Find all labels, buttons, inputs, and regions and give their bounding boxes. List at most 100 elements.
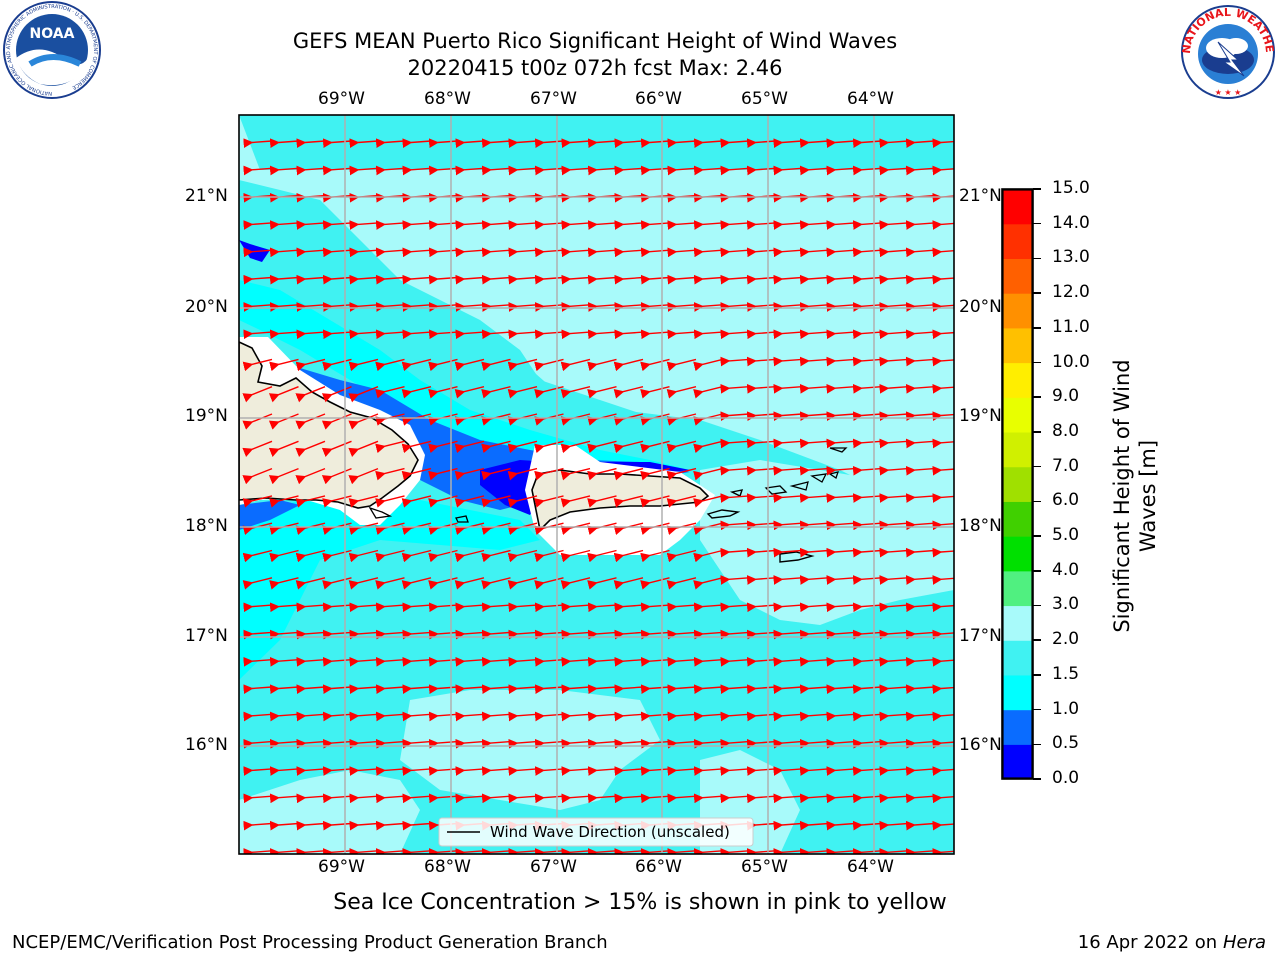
wave-direction-arrow bbox=[826, 302, 856, 312]
colorbar-tick-mark bbox=[1033, 535, 1041, 537]
wave-direction-arrow bbox=[508, 138, 538, 149]
wave-direction-arrow bbox=[375, 247, 405, 258]
wave-direction-arrow bbox=[428, 684, 458, 695]
wave-direction-arrow bbox=[852, 274, 882, 285]
wave-direction-arrow bbox=[879, 848, 909, 854]
wave-direction-arrow bbox=[614, 329, 644, 340]
wave-direction-arrow bbox=[614, 711, 644, 722]
wave-direction-arrow bbox=[879, 493, 909, 503]
wave-direction-arrow bbox=[349, 220, 379, 230]
wave-direction-arrow bbox=[720, 329, 750, 340]
lon-tick-top-69w: 69°W bbox=[318, 89, 365, 109]
wave-direction-arrow bbox=[799, 383, 829, 394]
wave-direction-arrow bbox=[640, 495, 670, 508]
wave-direction-arrow bbox=[905, 465, 935, 476]
wave-direction-arrow bbox=[428, 766, 458, 776]
land-vieques bbox=[706, 509, 741, 519]
wave-direction-arrow bbox=[243, 274, 273, 285]
wave-direction-arrow bbox=[587, 440, 617, 454]
colorbar-tick-mark bbox=[1033, 292, 1041, 294]
wave-direction-arrow bbox=[587, 247, 617, 258]
wave-direction-arrow bbox=[746, 820, 776, 831]
wave-direction-arrow bbox=[269, 220, 299, 230]
wave-direction-arrow bbox=[508, 302, 538, 312]
wave-direction-arrow bbox=[402, 220, 432, 230]
wave-direction-arrow bbox=[799, 793, 829, 804]
wave-direction-arrow bbox=[268, 440, 299, 457]
wave-direction-arrow bbox=[852, 411, 882, 422]
wave-direction-arrow bbox=[296, 138, 326, 149]
wave-direction-arrow bbox=[481, 495, 511, 508]
wave-direction-arrow bbox=[454, 358, 485, 372]
wave-direction-arrow bbox=[269, 274, 299, 285]
wave-direction-arrow bbox=[402, 738, 432, 749]
wave-direction-arrow bbox=[799, 138, 829, 149]
wave-direction-arrow bbox=[932, 493, 954, 503]
wave-direction-arrow bbox=[269, 848, 299, 854]
land-virgin-islands bbox=[764, 447, 848, 495]
wave-direction-arrow bbox=[879, 329, 909, 340]
wave-direction-arrow bbox=[322, 629, 352, 640]
wave-direction-arrow bbox=[667, 793, 697, 804]
wave-direction-arrow bbox=[455, 602, 485, 613]
wave-direction-arrow bbox=[269, 577, 299, 590]
wave-direction-arrow bbox=[932, 356, 954, 367]
wave-direction-arrow bbox=[508, 793, 538, 804]
wave-direction-arrow bbox=[481, 711, 511, 722]
colorbar-tick-label: 15.0 bbox=[1052, 178, 1090, 198]
wave-direction-arrow bbox=[534, 602, 564, 613]
wave-direction-arrow bbox=[826, 793, 856, 804]
footer-branch: NCEP/EMC/Verification Post Processing Pr… bbox=[12, 932, 608, 953]
wave-direction-arrow bbox=[613, 358, 644, 372]
wave-direction-arrow bbox=[932, 247, 954, 258]
wave-direction-arrow bbox=[799, 575, 829, 585]
wave-direction-arrow bbox=[296, 820, 326, 831]
lat-tick-right-20n: 20°N bbox=[959, 297, 1002, 317]
wave-direction-arrow bbox=[773, 247, 803, 258]
wave-direction-arrow bbox=[561, 274, 591, 285]
colorbar-tick-label: 0.0 bbox=[1052, 768, 1080, 788]
wave-direction-arrow bbox=[534, 274, 564, 285]
wave-direction-arrow bbox=[905, 602, 935, 613]
wave-direction-arrow bbox=[826, 602, 856, 613]
wave-direction-arrow bbox=[375, 738, 405, 749]
wave-direction-arrow bbox=[746, 465, 776, 476]
wave-direction-arrow bbox=[587, 220, 617, 230]
noaa-logo: NOAA NATIONAL OCEANIC AND ATMOSPHERIC AD… bbox=[3, 1, 101, 99]
wave-direction-arrow bbox=[243, 793, 273, 804]
wave-direction-arrow bbox=[614, 302, 644, 312]
wave-direction-arrow bbox=[455, 329, 485, 340]
wave-direction-arrow bbox=[746, 711, 776, 722]
wave-direction-arrow bbox=[269, 495, 299, 508]
wave-direction-arrow bbox=[640, 247, 670, 258]
wave-direction-arrow bbox=[667, 138, 697, 149]
wave-direction-arrow bbox=[693, 165, 723, 176]
wave-direction-arrow bbox=[242, 440, 273, 457]
wave-direction-arrow bbox=[826, 274, 856, 285]
wave-direction-arrow bbox=[534, 711, 564, 722]
wave-direction-arrow bbox=[667, 602, 697, 613]
wave-direction-arrow bbox=[295, 440, 326, 457]
wave-direction-arrow bbox=[534, 848, 564, 854]
wave-direction-arrow bbox=[428, 220, 458, 230]
wave-direction-arrow bbox=[773, 656, 803, 667]
wave-direction-arrow bbox=[428, 165, 458, 176]
wave-direction-arrow bbox=[349, 629, 379, 640]
wave-direction-arrow bbox=[852, 247, 882, 258]
wave-direction-arrow bbox=[693, 793, 723, 804]
colorbar-tick-label: 2.0 bbox=[1052, 629, 1080, 650]
wave-direction-arrow bbox=[905, 629, 935, 640]
wave-direction-arrow bbox=[613, 577, 644, 590]
wave-direction-arrow bbox=[879, 247, 909, 258]
wave-direction-arrow bbox=[561, 656, 591, 667]
wave-direction-arrow bbox=[508, 711, 538, 722]
wave-direction-arrow bbox=[269, 329, 299, 340]
wave-direction-arrow bbox=[746, 656, 776, 667]
colorbar-overlay bbox=[1002, 150, 1033, 810]
wave-direction-arrow bbox=[375, 848, 405, 854]
colorbar-tick-label: 5.0 bbox=[1052, 525, 1080, 546]
wave-direction-arrow bbox=[905, 383, 935, 394]
wave-direction-arrow bbox=[243, 820, 273, 831]
wave-direction-arrow bbox=[614, 220, 644, 230]
wave-direction-arrow bbox=[720, 602, 750, 613]
